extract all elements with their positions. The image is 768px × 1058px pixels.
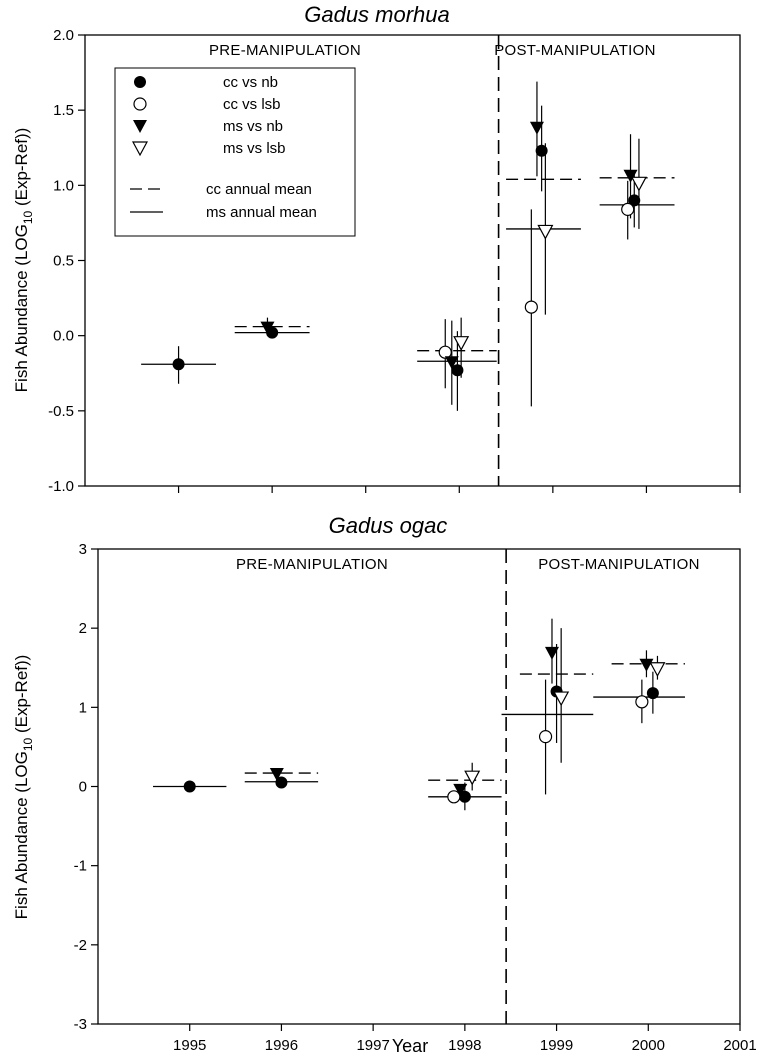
post-manipulation-label: POST-MANIPULATION [494, 42, 656, 59]
point-cc-vs-nb [451, 364, 464, 377]
legend-box [114, 67, 356, 237]
point-ms-vs-nb [444, 356, 459, 370]
legend-label: cc vs nb [223, 74, 278, 91]
data-marks [153, 618, 685, 811]
x-tick-label: 1997 [356, 1037, 389, 1054]
point-ms-vs-nb [639, 658, 654, 672]
x-tick-label: 1995 [173, 1037, 206, 1054]
point-cc-vs-nb [646, 687, 659, 700]
pre-manipulation-label: PRE-MANIPULATION [236, 556, 388, 573]
point-cc-vs-lsb [538, 730, 553, 744]
axes: -3 -2 -1 0 1 2 3 1995 1996 1997 1998 1999 2000 2001 [74, 541, 757, 1054]
point-ms-vs-nb [529, 121, 544, 135]
legend-label: ms annual mean [206, 204, 317, 221]
y-tick-label: 1.0 [53, 177, 74, 194]
y-tick-label: 2 [79, 620, 87, 637]
point-cc-vs-lsb [524, 300, 538, 314]
point-ms-vs-lsb [537, 224, 554, 240]
x-tick-label: 2000 [632, 1037, 665, 1054]
y-axis-label: Fish Abundance (LOG10 (Exp-Ref)) [12, 655, 35, 920]
point-ms-vs-lsb [464, 770, 481, 786]
y-axis-label: Fish Abundance (LOG10 (Exp-Ref)) [12, 128, 35, 393]
point-cc-vs-lsb [635, 695, 649, 709]
point-ms-vs-lsb [649, 662, 666, 678]
y-tick-label: 2.0 [53, 27, 74, 44]
x-axis-label: Year [392, 1036, 428, 1056]
point-ms-vs-lsb [453, 336, 470, 351]
point-ms-vs-lsb [630, 176, 647, 192]
point-ms-vs-nb [269, 768, 284, 782]
panel-gadus-morhua: Gadus morhua Fish Abundance (LOG10 (Exp-… [12, 2, 741, 495]
data-marks [141, 81, 675, 411]
legend: cc vs nb cc vs lsb ms vs nb ms vs lsb cc… [114, 67, 356, 237]
point-ms-vs-nb [623, 169, 638, 183]
legend-label: cc annual mean [206, 181, 312, 198]
point-ms-vs-nb [453, 783, 468, 797]
point-cc-vs-nb [172, 358, 185, 371]
point-cc-vs-nb [535, 144, 548, 157]
point-ms-vs-nb [544, 646, 559, 660]
point-cc-vs-nb [275, 776, 288, 789]
point-cc-vs-lsb [447, 790, 461, 804]
x-tick-label: 1999 [540, 1037, 573, 1054]
y-tick-label: -1 [74, 858, 87, 875]
legend-label: ms vs lsb [223, 140, 286, 157]
panel-title: Gadus ogac [329, 513, 448, 538]
legend-marker-open-triangle [131, 141, 149, 157]
y-tick-label: -1.0 [48, 478, 74, 495]
point-cc-vs-nb [628, 194, 641, 207]
y-tick-label: 0.0 [53, 328, 74, 345]
legend-marker-filled-triangle [133, 120, 147, 133]
panel-gadus-ogac: Gadus ogac Fish Abundance (LOG10 (Exp-Re… [12, 513, 757, 1056]
legend-marker-filled-circle [134, 76, 146, 88]
y-tick-label: 1 [79, 699, 87, 716]
x-tick-label: 1998 [448, 1037, 481, 1054]
y-tick-label: 0.5 [53, 253, 74, 270]
point-cc-vs-lsb [438, 345, 452, 359]
legend-marker-open-circle [133, 97, 147, 111]
point-cc-vs-lsb [621, 202, 635, 216]
y-tick-label: -3 [74, 1016, 87, 1033]
y-tick-label: 1.5 [53, 102, 74, 119]
point-ms-vs-lsb [553, 691, 570, 707]
panel-title: Gadus morhua [304, 2, 450, 27]
pre-manipulation-label: PRE-MANIPULATION [209, 42, 361, 59]
post-manipulation-label: POST-MANIPULATION [538, 556, 700, 573]
y-tick-label: -2 [74, 937, 87, 954]
x-tick-label: 2001 [723, 1037, 756, 1054]
point-cc-vs-nb [183, 780, 196, 793]
y-tick-label: -0.5 [48, 403, 74, 420]
y-tick-label: 3 [79, 541, 87, 558]
y-tick-label: 0 [79, 779, 87, 796]
x-tick-label: 1996 [265, 1037, 298, 1054]
axes: -1.0 -0.5 0.0 0.5 1.0 1.5 2.0 [48, 27, 741, 495]
legend-label: ms vs nb [223, 118, 283, 135]
point-ms-vs-nb [260, 321, 275, 335]
legend-label: cc vs lsb [223, 96, 281, 113]
